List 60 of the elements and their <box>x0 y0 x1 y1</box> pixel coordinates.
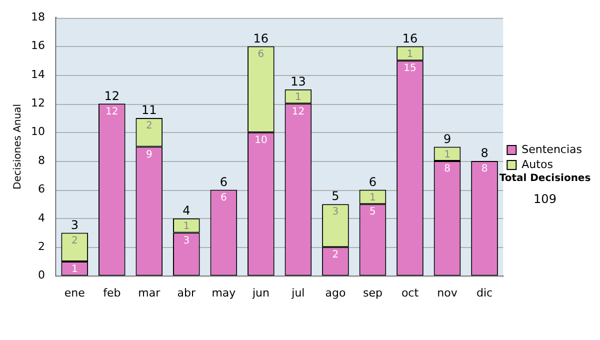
data-label: 8 <box>444 164 450 175</box>
x-tick-label: feb <box>103 286 121 300</box>
data-label: 5 <box>370 206 376 218</box>
x-tick-label: oct <box>401 286 420 300</box>
data-label: 1 <box>295 92 302 103</box>
y-tick-label: 12 <box>30 96 45 110</box>
data-label: 3 <box>183 235 190 246</box>
data-label: 1 <box>406 48 414 60</box>
x-tick-label: ene <box>64 286 86 300</box>
data-label: 2 <box>71 235 78 246</box>
legend-label: Sentencias <box>522 142 582 156</box>
y-tick-label: 14 <box>30 68 45 81</box>
total-label: 16 <box>253 31 269 46</box>
data-label: 10 <box>254 134 268 146</box>
total-label: 8 <box>480 146 488 160</box>
data-label: 2 <box>332 250 339 261</box>
total-label: 5 <box>332 189 340 204</box>
x-tick-label: may <box>212 286 236 300</box>
data-label: 6 <box>258 48 264 60</box>
x-tick-label: nov <box>437 286 458 300</box>
legend-label: Autos <box>522 158 554 171</box>
total-label: 3 <box>70 218 78 232</box>
data-label: 9 <box>146 149 152 160</box>
y-tick-label: 16 <box>30 39 45 52</box>
y-tick-label: 10 <box>30 125 45 138</box>
y-axis-title: Decisiones Anual <box>12 104 24 190</box>
data-label: 12 <box>292 106 305 118</box>
text: 109 <box>532 192 558 206</box>
x-tick-label: jun <box>251 286 270 300</box>
total-label: 12 <box>104 88 120 103</box>
data-label: 15 <box>404 63 416 74</box>
data-label: 1 <box>370 192 376 204</box>
x-tick-label: mar <box>138 286 161 300</box>
total-label: 11 <box>142 103 157 118</box>
y-tick-label: 6 <box>38 182 45 196</box>
data-label: 1 <box>71 264 78 276</box>
x-tick-label: abr <box>177 286 196 300</box>
total-label: 6 <box>220 174 228 189</box>
total-label: 13 <box>290 74 306 88</box>
data-label: 8 <box>481 164 488 175</box>
total-label: 9 <box>443 132 452 146</box>
data-label: 6 <box>220 192 227 204</box>
y-tick-label: 0 <box>38 268 45 282</box>
x-tick-label: dic <box>476 286 493 300</box>
total-label: 4 <box>182 204 190 218</box>
data-label: 1 <box>444 149 450 160</box>
data-label: 1 <box>183 221 190 232</box>
y-tick-label: 8 <box>38 154 45 167</box>
y-tick-label: 18 <box>30 10 45 24</box>
total-label: 16 <box>402 31 418 46</box>
data-label: 2 <box>146 120 152 132</box>
x-tick-label: ago <box>325 286 346 300</box>
data-label: 3 <box>332 206 339 218</box>
annotation: Total Decisiones <box>498 173 592 184</box>
y-tick-label: 4 <box>38 211 45 224</box>
x-tick-label: sep <box>362 286 382 300</box>
data-label: 12 <box>106 106 118 118</box>
y-tick-label: 2 <box>38 240 45 253</box>
x-tick-label: jul <box>290 286 305 300</box>
total-label: 6 <box>368 174 377 189</box>
